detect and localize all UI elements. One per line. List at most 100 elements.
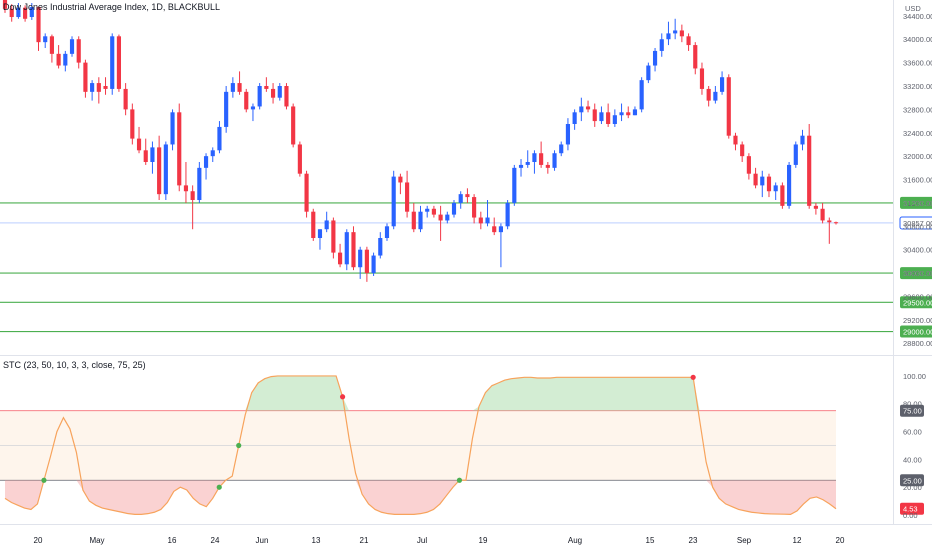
candle-body: [579, 106, 584, 113]
candle-body: [632, 109, 638, 116]
candle-body: [746, 156, 751, 174]
price-tick-label: 32800.00: [903, 105, 932, 114]
candle-body: [525, 162, 530, 165]
candle-body: [183, 185, 189, 192]
candle-body: [177, 112, 182, 186]
candle-body: [143, 150, 148, 162]
candle-body: [270, 88, 276, 98]
candle-body: [351, 232, 356, 268]
candle-body: [230, 83, 235, 92]
level-badge: [900, 196, 932, 209]
candle-body: [217, 126, 222, 151]
candle-body: [740, 144, 745, 157]
candle-body: [190, 191, 195, 200]
candle-body: [619, 112, 624, 116]
date-tick-label: 21: [360, 536, 369, 545]
candle-body: [405, 182, 410, 212]
candle-body: [472, 197, 477, 218]
candle-body: [264, 86, 269, 89]
candle-body: [505, 202, 510, 227]
date-tick-label: 20: [34, 536, 43, 545]
candle-body: [76, 39, 81, 63]
candle-body: [418, 211, 423, 230]
candle-body: [532, 153, 537, 162]
candle-body: [237, 83, 242, 92]
candle-body: [364, 249, 369, 274]
candle-body: [552, 153, 557, 168]
candle-body: [699, 68, 705, 89]
candle-body: [599, 112, 604, 122]
candle-body: [36, 7, 41, 43]
level-badge: [900, 267, 932, 280]
stc-cross-dot: [690, 374, 696, 380]
stc-upper-badge-label: 75.00: [903, 407, 922, 416]
candle-body: [585, 106, 591, 110]
candle-body: [358, 249, 363, 268]
candle-body: [371, 255, 376, 274]
candle-body: [807, 135, 812, 206]
stc-cross-dot: [339, 394, 346, 400]
candle-body: [49, 36, 54, 54]
price-tick-label: 30800.00: [903, 222, 932, 231]
date-tick-label: 23: [689, 536, 698, 545]
candle-body: [686, 36, 691, 46]
candle-body: [813, 205, 818, 209]
candle-body: [69, 39, 75, 54]
candle-body: [492, 226, 497, 233]
candle-body: [606, 112, 611, 124]
candle-body: [445, 214, 450, 221]
price-tick-label: 28800.00: [903, 339, 932, 348]
candle-body: [780, 185, 785, 206]
candle-body: [726, 77, 731, 136]
stc-tick-label: 20.00: [903, 483, 922, 492]
level-badge: [900, 296, 932, 309]
candle-body: [559, 144, 564, 154]
date-tick-label: Sep: [737, 536, 752, 545]
candle-body: [257, 86, 262, 107]
candle-body: [338, 252, 343, 265]
candle-body: [150, 147, 155, 162]
date-tick-label: 15: [646, 536, 655, 545]
stc-last-badge: [900, 502, 924, 515]
candle-body: [284, 86, 289, 107]
date-tick-label: Jun: [256, 536, 269, 545]
candle-body: [391, 176, 396, 227]
candle-body: [311, 211, 316, 238]
candle-body: [820, 208, 825, 221]
candle-body: [626, 112, 631, 116]
candle-body: [800, 135, 805, 145]
stc-cross-dot: [41, 477, 47, 483]
candle-body: [592, 109, 597, 122]
candle-body: [679, 30, 684, 37]
candle-body: [498, 226, 503, 233]
stc-indicator: 75.00 25.00 4.53: [0, 374, 924, 515]
candle-body: [277, 86, 282, 98]
price-tick-label: 32000.00: [903, 152, 932, 161]
candle-body: [210, 150, 215, 157]
candle-body: [787, 164, 792, 206]
stc-cross-dot: [216, 484, 222, 490]
candle-body: [291, 106, 296, 145]
stc-tick-label: 60.00: [903, 428, 922, 437]
candle-body: [518, 164, 524, 168]
candle-body: [83, 62, 88, 92]
stc-cross-dot: [456, 477, 463, 483]
date-tick-label: Aug: [568, 536, 582, 545]
candle-body: [29, 7, 34, 18]
price-tick-label: 33200.00: [903, 82, 932, 91]
background: [0, 0, 932, 525]
price-tick-label: 34400.00: [903, 12, 932, 21]
price-tick-label: 33600.00: [903, 59, 932, 68]
candle-body: [646, 65, 651, 81]
candle-body: [224, 91, 229, 127]
candle-body: [9, 8, 14, 18]
candle-body: [753, 173, 758, 186]
candle-body: [344, 232, 349, 265]
price-tick-label: 31600.00: [903, 176, 932, 185]
stc-oversold-fill: [5, 480, 836, 515]
date-tick-label: 24: [211, 536, 220, 545]
stc-cross-dot: [236, 442, 242, 449]
stc-line: [4, 375, 837, 515]
date-tick-label: 13: [312, 536, 321, 545]
